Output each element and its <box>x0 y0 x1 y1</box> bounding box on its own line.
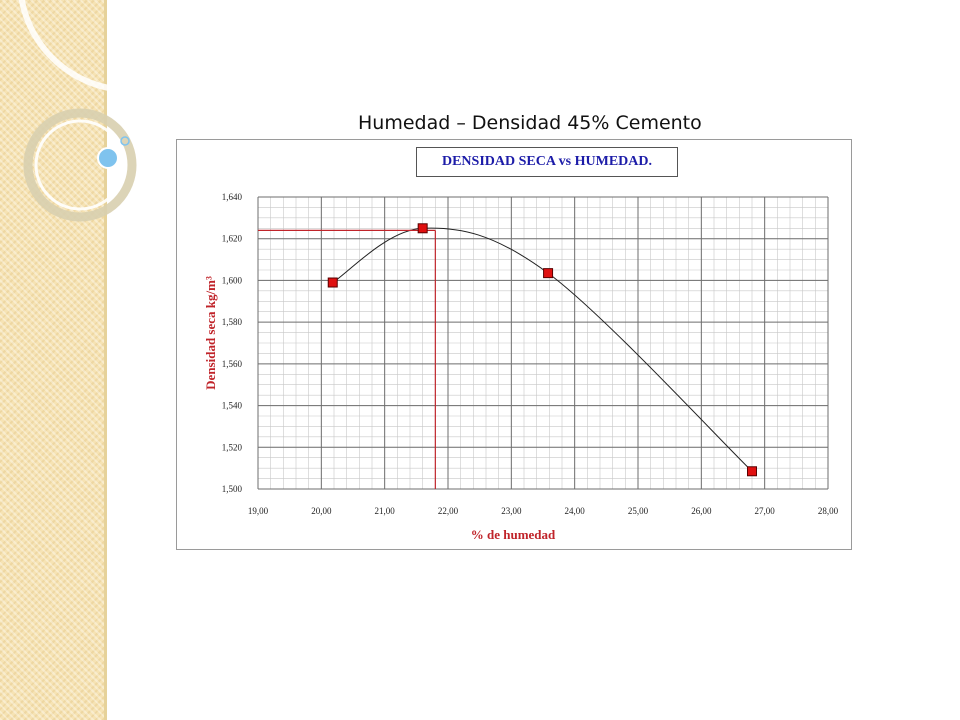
x-tick-label: 28,00 <box>818 506 839 516</box>
x-tick-labels: 19,00 20,00 21,00 22,00 23,00 24,00 25,00 26,00… <box>248 506 839 516</box>
y-tick-label: 1,560 <box>222 359 243 369</box>
data-point-marker <box>327 277 338 288</box>
major-gridlines <box>257 196 829 490</box>
x-tick-label: 19,00 <box>248 506 269 516</box>
y-tick-label: 1,620 <box>222 234 243 244</box>
fit-curve <box>332 227 753 472</box>
data-point-marker <box>543 268 554 279</box>
y-tick-label: 1,600 <box>222 275 243 285</box>
y-axis-title: Densidad seca kg/m³ <box>203 276 218 390</box>
x-tick-label: 26,00 <box>691 506 712 516</box>
decorative-circles <box>18 0 200 222</box>
slide-title: Humedad – Densidad 45% Cemento <box>358 112 702 134</box>
x-tick-label: 25,00 <box>628 506 649 516</box>
x-tick-label: 24,00 <box>565 506 586 516</box>
y-tick-label: 1,520 <box>222 442 243 452</box>
x-axis-title: % de humedad <box>471 527 556 542</box>
side-strip-edge <box>104 0 107 720</box>
x-tick-label: 27,00 <box>755 506 776 516</box>
data-point-marker <box>417 223 428 234</box>
y-tick-label: 1,580 <box>222 317 243 327</box>
data-points <box>327 223 757 477</box>
optimum-reference-lines <box>258 229 436 489</box>
chart-title: DENSIDAD SECA vs HUMEDAD. <box>416 147 678 177</box>
minor-gridlines <box>257 196 829 490</box>
chart-plot: 19,00 20,00 21,00 22,00 23,00 24,00 25,00 26,00… <box>203 192 839 542</box>
x-tick-label: 22,00 <box>438 506 459 516</box>
data-point-marker <box>747 466 757 477</box>
x-tick-label: 23,00 <box>501 506 522 516</box>
y-tick-label: 1,500 <box>222 484 243 494</box>
x-tick-label: 21,00 <box>375 506 396 516</box>
y-tick-label: 1,640 <box>222 192 243 202</box>
x-tick-label: 20,00 <box>311 506 332 516</box>
y-tick-label: 1,540 <box>222 401 243 411</box>
y-tick-labels: 1,640 1,620 1,600 1,580 1,560 1,540 1,520 1,500 <box>222 192 243 494</box>
chart-frame: 19,00 20,00 21,00 22,00 23,00 24,00 25,00 26,00… <box>176 139 852 550</box>
